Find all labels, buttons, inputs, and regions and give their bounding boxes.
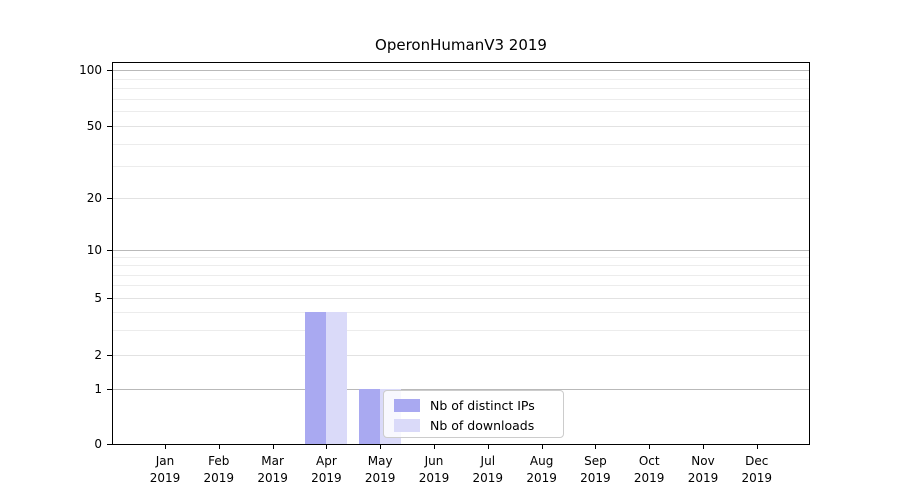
x-tick-label: Jul 2019 [472,454,504,485]
minor-gridline [113,98,809,100]
legend-item-downloads: Nb of downloads [384,415,563,435]
major-gridline [113,126,809,127]
x-tick-label: Nov 2019 [687,454,719,485]
x-tick-label: Apr 2019 [311,454,342,485]
x-tick-label: Sep 2019 [580,454,611,485]
x-tick-mark [703,445,704,449]
x-tick-mark [756,445,758,449]
x-tick-mark [272,445,274,449]
x-tick-label: Jan 2019 [149,454,181,485]
minor-gridline [113,166,809,168]
x-tick-mark [380,445,382,449]
y-tick-mark [107,70,112,71]
minor-gridline [113,274,809,276]
minor-gridline [113,88,809,90]
decade-gridline [113,70,809,71]
minor-gridline [113,285,809,287]
bar-downloads [326,311,348,444]
chart-title: OperonHumanV3 2019 [375,36,547,54]
y-tick-label: 50 [86,119,102,133]
major-gridline [113,355,809,356]
y-tick-mark [107,298,112,299]
major-gridline [113,198,809,199]
minor-gridline [113,257,809,259]
y-tick-mark [107,389,112,390]
x-tick-label: Mar 2019 [257,454,288,485]
x-tick-label: May 2019 [364,454,396,485]
y-tick-label: 100 [79,63,102,77]
decade-gridline [113,389,809,390]
x-tick-mark [434,445,435,449]
legend-swatch-distinct-ips [394,398,420,412]
legend-swatch-downloads [394,418,420,432]
x-tick-mark [326,445,328,449]
minor-gridline [113,265,809,267]
x-tick-label: Dec 2019 [741,454,773,485]
plot-area [112,62,810,445]
x-tick-label: Oct 2019 [633,454,665,485]
y-tick-label: 2 [94,348,102,362]
minor-gridline [113,311,809,313]
bar-distinct-ips [359,389,381,444]
y-tick-mark [107,444,112,445]
major-gridline [113,298,809,299]
y-tick-label: 10 [86,243,102,257]
x-tick-mark [649,445,651,449]
legend-item-distinct-ips: Nb of distinct IPs [384,395,563,415]
y-tick-mark [107,355,112,356]
x-tick-mark [595,445,597,449]
x-tick-mark [165,445,166,449]
y-tick-mark [107,126,112,127]
legend: Nb of distinct IPs Nb of downloads [383,390,564,438]
minor-gridline [113,78,809,80]
y-tick-label: 1 [94,382,102,396]
bar-distinct-ips [305,311,327,444]
x-tick-label: Feb 2019 [203,454,235,485]
y-tick-label: 0 [94,437,102,451]
y-tick-mark [107,250,112,251]
minor-gridline [113,111,809,113]
y-tick-mark [107,198,112,199]
x-tick-mark [487,445,489,449]
y-tick-label: 5 [94,291,102,305]
minor-gridline [113,143,809,145]
legend-label: Nb of downloads [430,417,535,433]
legend-label: Nb of distinct IPs [430,397,535,413]
x-tick-mark [218,445,220,449]
x-tick-mark [541,445,543,449]
minor-gridline [113,329,809,331]
x-tick-label: Jun 2019 [418,454,450,485]
x-tick-label: Aug 2019 [526,454,557,485]
y-tick-label: 20 [86,191,102,205]
decade-gridline [113,250,809,251]
